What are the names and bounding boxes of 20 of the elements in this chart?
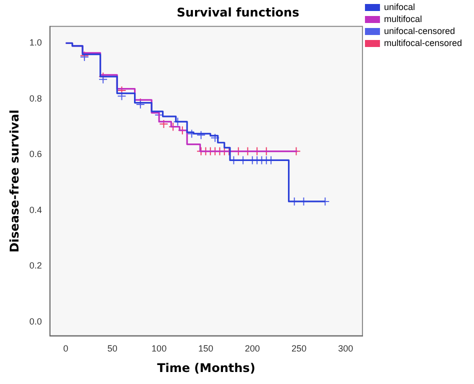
y-tick-label: 0.4	[29, 204, 42, 215]
x-axis-title: Time (Months)	[157, 360, 256, 375]
y-tick-label: 0.0	[29, 316, 42, 326]
y-tick-label: 0.2	[29, 260, 42, 271]
x-tick-label: 250	[292, 344, 307, 354]
x-tick-label: 150	[198, 344, 214, 354]
y-tick-label: 0.6	[29, 149, 42, 160]
y-tick-label: 0.8	[29, 93, 42, 104]
y-axis-title: Disease-free survival	[7, 110, 22, 253]
x-tick-label: 300	[338, 344, 354, 354]
chart-title: Survival functions	[176, 5, 300, 20]
legend-label: multifocal-censored	[384, 38, 462, 48]
y-tick-label: 1.0	[29, 38, 42, 48]
x-tick-label: 100	[152, 344, 167, 354]
x-tick-label: 200	[244, 344, 260, 354]
legend-label: multifocal	[384, 14, 422, 24]
x-tick-label: 0	[63, 344, 68, 354]
legend-label: unifocal-censored	[384, 26, 456, 36]
x-tick-label: 50	[107, 344, 118, 354]
legend-label: unifocal	[384, 2, 415, 12]
